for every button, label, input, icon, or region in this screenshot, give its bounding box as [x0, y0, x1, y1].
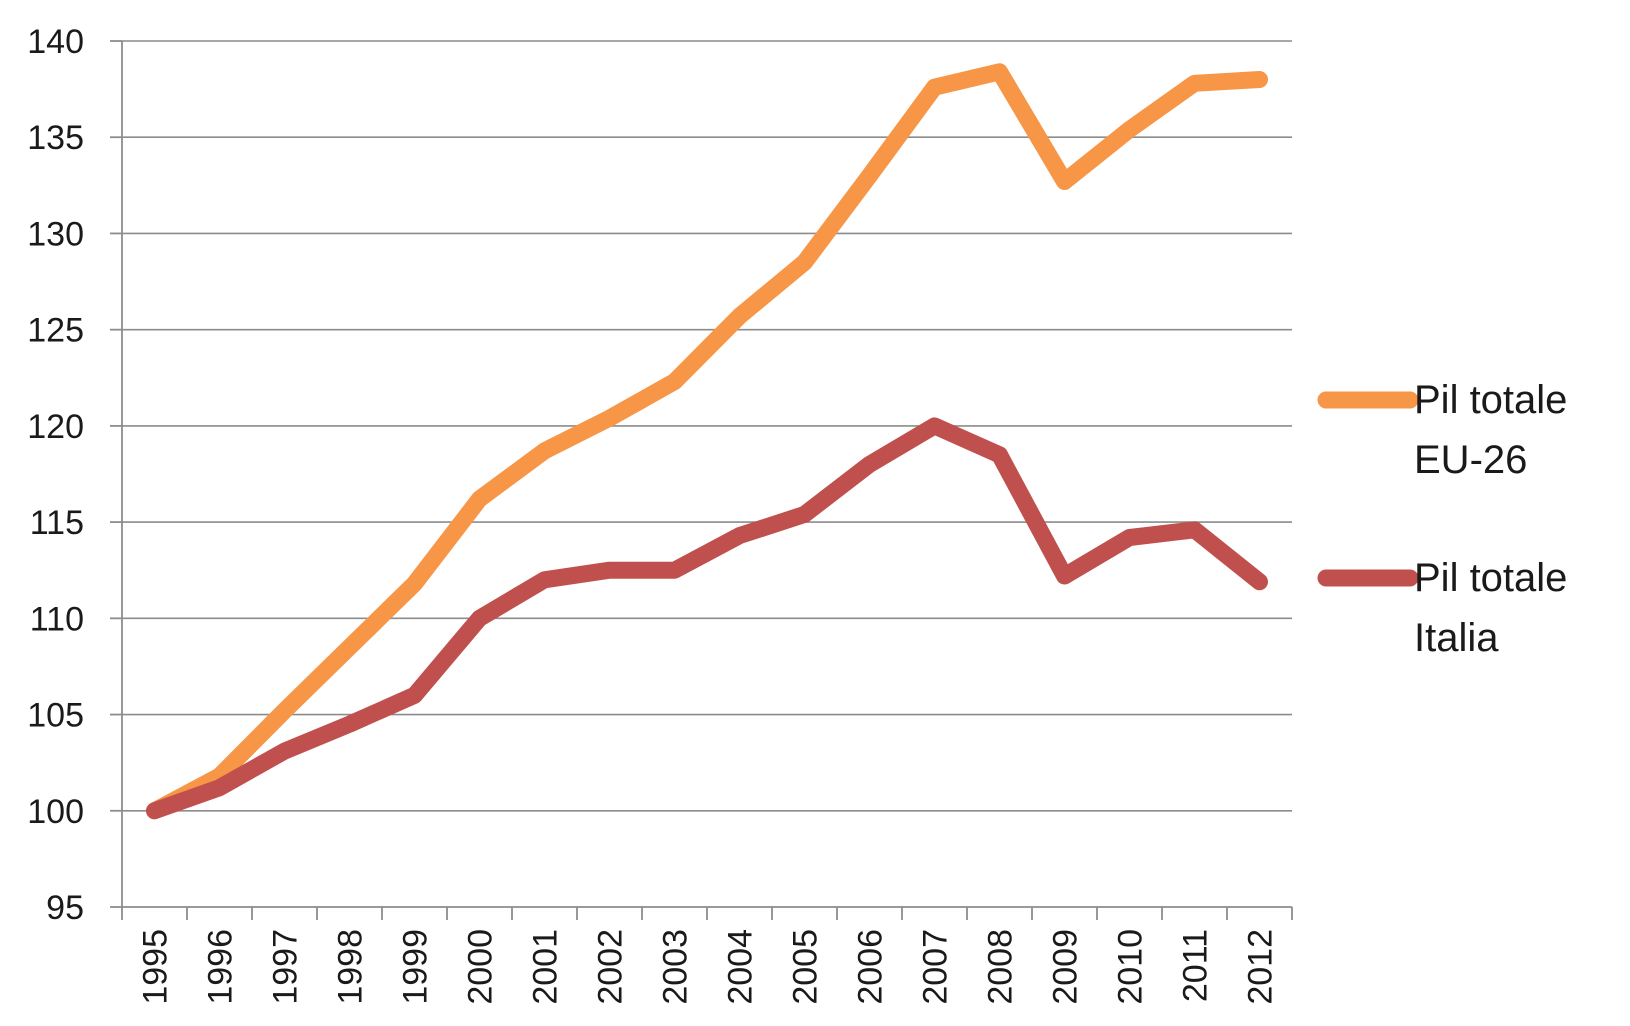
x-tick-label: 2002	[592, 929, 630, 1005]
x-tick-label: 1996	[202, 929, 240, 1005]
x-tick-label: 1995	[137, 929, 175, 1005]
y-tick-label: 105	[27, 697, 84, 735]
x-tick-label: 2007	[917, 929, 955, 1005]
x-tick-label: 2004	[722, 929, 760, 1005]
y-tick-label: 140	[27, 23, 84, 61]
legend-label-eu-26: EU-26	[1414, 438, 1527, 482]
x-tick-label: 1998	[332, 929, 370, 1005]
x-tick-label: 2011	[1177, 929, 1215, 1002]
y-tick-label: 125	[27, 312, 84, 350]
series-lines	[146, 63, 1268, 820]
y-tick-label: 115	[30, 504, 84, 542]
axes	[110, 40, 1293, 920]
legend: Pil totale EU-26 Pil totale Italia	[1317, 378, 1567, 660]
y-axis-tick-labels: 95 100 105 110 115 120 125 130 135 140	[27, 23, 84, 927]
x-tick-label: 2010	[1112, 929, 1150, 1005]
y-tick-label: 130	[27, 215, 84, 253]
gridlines	[122, 40, 1292, 812]
series-line-italia	[146, 417, 1268, 820]
x-tick-label: 2009	[1047, 929, 1085, 1005]
y-tick-label: 135	[27, 119, 84, 157]
x-axis-tick-labels: 1995 1996 1997 1998 1999 2000 2001 2002 2003 2004…	[137, 929, 1280, 1005]
y-tick-label: 110	[30, 600, 84, 638]
x-tick-label: 1997	[267, 929, 305, 1005]
y-tick-label: 95	[46, 889, 84, 927]
x-tick-label: 2001	[527, 929, 565, 1005]
y-tick-label: 120	[27, 408, 84, 446]
x-tick-label: 2008	[982, 929, 1020, 1005]
x-tick-label: 2006	[852, 929, 890, 1005]
legend-label-italia: Pil totale	[1414, 556, 1567, 600]
x-tick-label: 2005	[787, 929, 825, 1005]
x-tick-label: 2012	[1242, 929, 1280, 1005]
x-tick-label: 2003	[657, 929, 695, 1005]
legend-label-italia: Italia	[1414, 616, 1499, 660]
y-tick-label: 100	[27, 793, 84, 831]
x-tick-label: 1999	[397, 929, 435, 1005]
series-line-eu-26	[146, 63, 1268, 820]
x-tick-label: 2000	[462, 929, 500, 1005]
legend-label-eu-26: Pil totale	[1414, 378, 1567, 422]
